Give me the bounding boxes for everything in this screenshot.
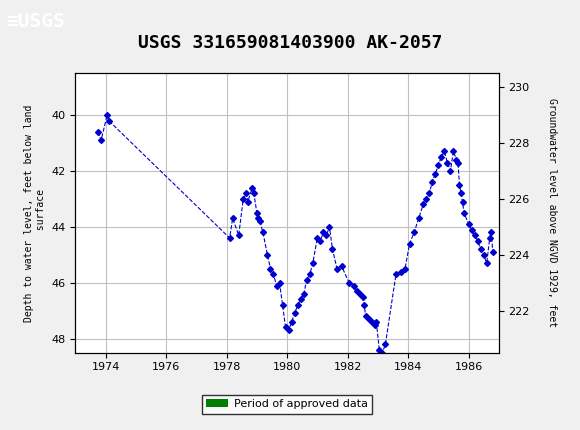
Y-axis label: Depth to water level, feet below land
 surface: Depth to water level, feet below land su…: [24, 104, 46, 322]
Bar: [393, 353, 499, 360]
Text: ≡USGS: ≡USGS: [6, 12, 64, 31]
Legend: Period of approved data: Period of approved data: [202, 395, 372, 414]
Text: USGS 331659081403900 AK-2057: USGS 331659081403900 AK-2057: [138, 34, 442, 52]
Bar: [97, 353, 112, 360]
Bar: [212, 353, 387, 360]
Y-axis label: Groundwater level above NGVD 1929, feet: Groundwater level above NGVD 1929, feet: [546, 98, 557, 327]
